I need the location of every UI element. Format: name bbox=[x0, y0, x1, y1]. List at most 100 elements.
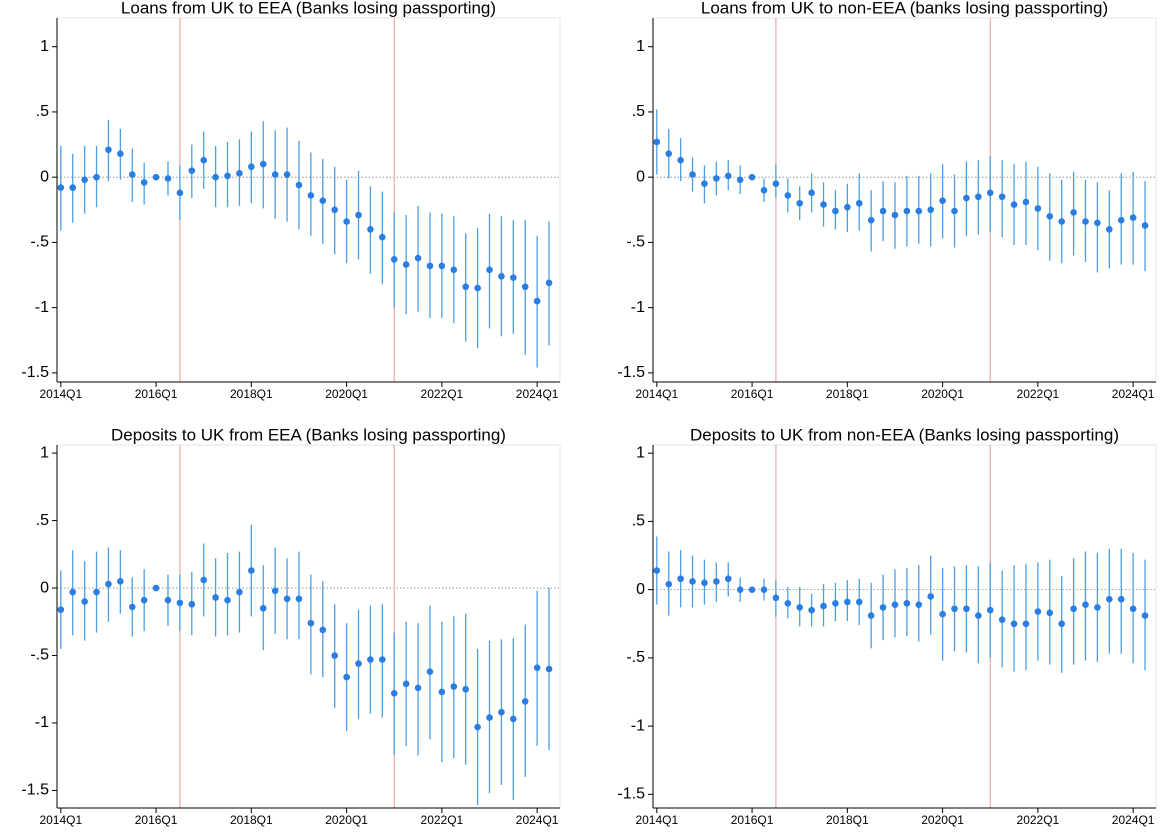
y-tick-label: 1 bbox=[636, 444, 645, 461]
point-estimate bbox=[1106, 595, 1113, 603]
y-tick-label: 1 bbox=[40, 444, 49, 461]
point-estimate bbox=[105, 580, 112, 588]
y-tick-label: -.5 bbox=[626, 234, 645, 251]
point-estimate bbox=[927, 206, 934, 214]
point-estimate bbox=[152, 173, 160, 181]
point-estimate bbox=[1082, 218, 1089, 225]
point-estimate bbox=[474, 284, 481, 292]
point-estimate bbox=[271, 171, 279, 178]
point-estimate bbox=[820, 201, 827, 208]
point-estimate bbox=[891, 211, 899, 219]
point-estimate bbox=[248, 567, 255, 574]
x-tick-label: 2018Q1 bbox=[230, 387, 273, 401]
point-estimate bbox=[713, 578, 720, 585]
point-estimate bbox=[414, 684, 422, 692]
point-estimate bbox=[1046, 213, 1054, 220]
point-estimate bbox=[140, 596, 148, 604]
point-estimate bbox=[1129, 605, 1137, 613]
point-estimate bbox=[164, 175, 172, 182]
y-tick-label: -.5 bbox=[626, 649, 645, 666]
y-tick-label: 0 bbox=[40, 168, 49, 185]
point-estimate bbox=[319, 626, 327, 634]
point-estimate bbox=[748, 586, 756, 593]
point-estimate bbox=[462, 283, 469, 291]
point-estimate bbox=[1094, 219, 1101, 227]
y-tick-label: -1 bbox=[35, 299, 49, 316]
x-tick-label: 2024Q1 bbox=[1112, 387, 1155, 401]
point-estimate bbox=[903, 207, 911, 215]
plot-area bbox=[56, 17, 561, 383]
point-estimate bbox=[689, 578, 696, 585]
point-estimate bbox=[844, 598, 851, 606]
point-estimate bbox=[963, 194, 970, 202]
point-estimate bbox=[426, 262, 434, 270]
point-estimate bbox=[820, 602, 827, 610]
point-estimate bbox=[879, 207, 887, 215]
point-estimate bbox=[438, 262, 446, 270]
point-estimate bbox=[319, 197, 327, 204]
point-estimate bbox=[176, 599, 184, 607]
point-estimate bbox=[545, 279, 553, 287]
x-tick-label: 2018Q1 bbox=[230, 813, 273, 827]
x-tick-label: 2020Q1 bbox=[325, 813, 368, 827]
point-estimate bbox=[998, 616, 1006, 623]
point-estimate bbox=[438, 688, 446, 696]
point-estimate bbox=[939, 197, 946, 204]
point-estimate bbox=[772, 180, 780, 187]
plot-area bbox=[652, 17, 1157, 383]
point-estimate bbox=[772, 594, 780, 602]
panel: Loans from UK to non-EEA (banks losing p… bbox=[617, 0, 1157, 401]
point-estimate bbox=[975, 612, 982, 619]
point-estimate bbox=[248, 163, 255, 171]
point-estimate bbox=[832, 207, 839, 215]
point-estimate bbox=[701, 180, 708, 187]
point-estimate bbox=[760, 586, 768, 593]
y-tick-label: -1.5 bbox=[617, 786, 645, 803]
point-estimate bbox=[796, 604, 804, 611]
panel: Loans from UK to EEA (Banks losing passp… bbox=[21, 0, 561, 401]
point-estimate bbox=[975, 193, 982, 201]
point-estimate bbox=[307, 619, 315, 627]
point-estimate bbox=[236, 588, 243, 596]
point-estimate bbox=[701, 579, 708, 587]
point-estimate bbox=[867, 612, 875, 619]
point-estimate bbox=[855, 598, 863, 606]
point-estimate bbox=[367, 656, 374, 663]
point-estimate bbox=[200, 576, 208, 584]
x-tick-label: 2020Q1 bbox=[921, 387, 964, 401]
point-estimate bbox=[891, 601, 899, 608]
point-estimate bbox=[307, 192, 315, 199]
point-estimate bbox=[69, 184, 77, 191]
point-estimate bbox=[343, 218, 350, 225]
point-estimate bbox=[689, 171, 696, 178]
point-estimate bbox=[271, 587, 279, 595]
point-estimate bbox=[224, 596, 231, 604]
point-estimate bbox=[1117, 595, 1125, 603]
point-estimate bbox=[152, 584, 160, 592]
point-estimate bbox=[1010, 201, 1018, 208]
point-estimate bbox=[1058, 620, 1065, 628]
point-estimate bbox=[998, 193, 1006, 201]
point-estimate bbox=[677, 575, 684, 583]
point-estimate bbox=[963, 605, 970, 613]
point-estimate bbox=[1117, 216, 1125, 224]
point-estimate bbox=[379, 656, 386, 663]
point-estimate bbox=[915, 207, 923, 215]
point-estimate bbox=[986, 189, 994, 197]
point-estimate bbox=[128, 171, 136, 178]
y-tick-label: -1 bbox=[35, 714, 49, 731]
point-estimate bbox=[1058, 218, 1065, 225]
y-tick-label: -.5 bbox=[30, 647, 49, 664]
point-estimate bbox=[677, 156, 684, 164]
point-estimate bbox=[81, 176, 88, 184]
point-estimate bbox=[915, 601, 923, 608]
point-estimate bbox=[69, 588, 77, 596]
x-tick-label: 2016Q1 bbox=[135, 387, 178, 401]
x-tick-label: 2016Q1 bbox=[731, 813, 774, 827]
y-tick-label: 1 bbox=[40, 38, 49, 55]
point-estimate bbox=[1070, 605, 1077, 613]
point-estimate bbox=[200, 156, 208, 164]
point-estimate bbox=[1070, 209, 1077, 216]
point-estimate bbox=[93, 588, 100, 596]
x-tick-label: 2024Q1 bbox=[1112, 813, 1155, 827]
